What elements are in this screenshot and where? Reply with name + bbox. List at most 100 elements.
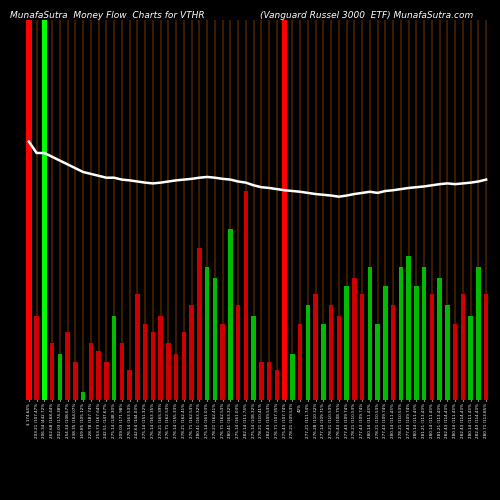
Bar — [329, 305, 334, 400]
Bar — [445, 305, 450, 400]
Bar — [290, 354, 294, 400]
Bar — [268, 20, 270, 400]
Bar — [106, 20, 108, 400]
Bar — [66, 20, 68, 400]
Bar — [470, 20, 472, 400]
Bar — [484, 294, 488, 400]
Bar — [120, 343, 124, 400]
Bar — [438, 20, 440, 400]
Bar — [222, 20, 224, 400]
Bar — [36, 20, 38, 400]
Bar — [430, 294, 434, 400]
Bar — [406, 256, 411, 400]
Bar — [50, 343, 54, 400]
Bar — [128, 370, 132, 400]
Bar — [454, 20, 456, 400]
Bar — [182, 332, 186, 400]
Bar — [214, 20, 216, 400]
Bar — [422, 267, 426, 400]
Bar — [314, 294, 318, 400]
Bar — [344, 286, 349, 400]
Bar — [360, 294, 364, 400]
Bar — [346, 20, 348, 400]
Bar — [183, 20, 185, 400]
Bar — [468, 316, 473, 400]
Bar — [298, 324, 302, 400]
Bar — [438, 278, 442, 400]
Bar — [416, 20, 418, 400]
Bar — [168, 20, 170, 400]
Bar — [284, 20, 286, 400]
Bar — [166, 343, 170, 400]
Bar — [392, 20, 394, 400]
Bar — [144, 20, 146, 400]
Bar — [104, 362, 108, 400]
Bar — [190, 20, 192, 400]
Bar — [206, 20, 208, 400]
Bar — [376, 324, 380, 400]
Bar — [299, 20, 301, 400]
Bar — [51, 20, 53, 400]
Bar — [28, 20, 30, 400]
Bar — [267, 362, 272, 400]
Bar — [237, 20, 239, 400]
Bar — [150, 332, 155, 400]
Bar — [112, 316, 116, 400]
Bar — [338, 20, 340, 400]
Bar — [478, 20, 480, 400]
Bar — [414, 286, 418, 400]
Bar — [228, 229, 232, 400]
Bar — [252, 20, 254, 400]
Bar — [143, 324, 148, 400]
Bar — [44, 20, 46, 400]
Bar — [42, 20, 47, 400]
Bar — [383, 286, 388, 400]
Bar — [81, 392, 86, 400]
Bar — [431, 20, 433, 400]
Bar — [276, 20, 278, 400]
Bar — [88, 343, 93, 400]
Bar — [408, 20, 410, 400]
Bar — [66, 332, 70, 400]
Bar — [485, 20, 487, 400]
Bar — [236, 305, 240, 400]
Bar — [152, 20, 154, 400]
Bar — [190, 305, 194, 400]
Bar — [368, 267, 372, 400]
Bar — [90, 20, 92, 400]
Bar — [307, 20, 309, 400]
Bar — [82, 20, 84, 400]
Bar — [446, 20, 448, 400]
Bar — [158, 316, 163, 400]
Bar — [462, 20, 464, 400]
Bar — [174, 354, 178, 400]
Text: MunafaSutra  Money Flow  Charts for VTHR: MunafaSutra Money Flow Charts for VTHR — [10, 11, 204, 20]
Bar — [369, 20, 371, 400]
Bar — [113, 20, 115, 400]
Bar — [245, 20, 247, 400]
Bar — [453, 324, 458, 400]
Bar — [391, 305, 396, 400]
Bar — [352, 278, 356, 400]
Bar — [136, 20, 138, 400]
Bar — [282, 20, 288, 400]
Bar — [476, 267, 480, 400]
Bar — [314, 20, 316, 400]
Bar — [135, 294, 140, 400]
Text: (Vanguard Russel 3000  ETF) MunafaSutra.com: (Vanguard Russel 3000 ETF) MunafaSutra.c… — [260, 11, 473, 20]
Bar — [330, 20, 332, 400]
Bar — [354, 20, 356, 400]
Bar — [98, 20, 100, 400]
Bar — [260, 20, 262, 400]
Bar — [96, 350, 101, 400]
Bar — [175, 20, 177, 400]
Bar — [460, 294, 465, 400]
Bar — [400, 20, 402, 400]
Bar — [26, 20, 32, 400]
Bar — [197, 248, 202, 400]
Bar — [121, 20, 123, 400]
Bar — [398, 267, 403, 400]
Bar — [230, 20, 232, 400]
Bar — [321, 324, 326, 400]
Bar — [73, 362, 78, 400]
